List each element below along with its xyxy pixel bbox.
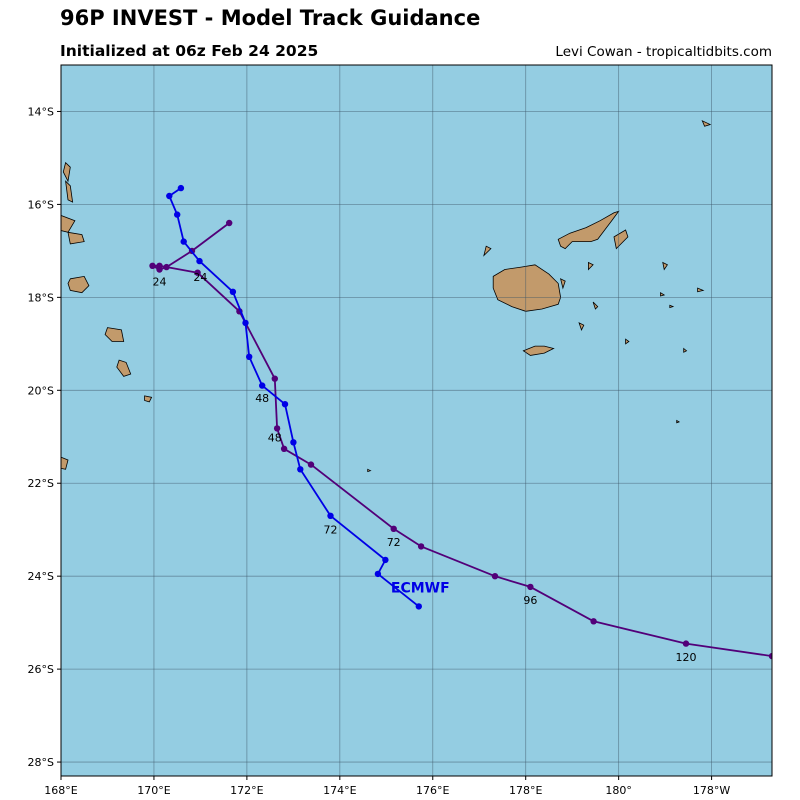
lat-tick-label: 14°S	[28, 105, 54, 118]
track-point	[166, 192, 173, 200]
land-yasawa	[483, 245, 492, 257]
track-point	[149, 262, 156, 269]
land-hunter	[367, 468, 372, 473]
forecast-hour-label: 96	[523, 594, 537, 607]
land-lau-5	[625, 338, 630, 345]
hour-labels: 24 48 72 96 120 24 48 72 ECMWF	[153, 271, 697, 664]
land-ovalau	[560, 278, 566, 290]
track-point	[307, 461, 315, 468]
credit: Levi Cowan - tropicaltidbits.com	[555, 44, 772, 60]
lat-tick-label: 26°S	[28, 663, 54, 676]
track-point	[382, 556, 389, 564]
lon-tick-label: 170°E	[137, 784, 170, 797]
land-aneityum	[144, 395, 153, 403]
track-point	[327, 512, 334, 519]
track-model-0	[149, 219, 772, 660]
forecast-hour-label: 120	[676, 651, 697, 664]
forecast-hour-label: 72	[324, 523, 338, 536]
land-ono-i-lau	[676, 419, 681, 424]
lon-tick-label: 176°E	[416, 784, 449, 797]
land-lau-2	[697, 287, 705, 293]
track-point	[177, 184, 185, 192]
track-point	[417, 543, 425, 550]
track-point	[297, 466, 304, 473]
model-label: ECMWF	[391, 580, 450, 596]
track-point	[226, 219, 233, 227]
land-loyalty-is	[61, 456, 69, 470]
forecast-hour-label: 72	[387, 536, 401, 549]
forecast-hour-label: 48	[255, 392, 269, 405]
init-time: Initialized at 06z Feb 24 2025	[60, 42, 319, 60]
lon-tick-label: 174°E	[323, 784, 356, 797]
track-point	[156, 262, 163, 269]
lat-tick-label: 22°S	[28, 477, 54, 490]
lat-tick-label: 18°S	[28, 291, 54, 304]
track-point	[273, 425, 281, 432]
land-viti-levu	[492, 264, 562, 312]
lat-tick-label: 24°S	[28, 570, 54, 583]
track-point	[242, 319, 249, 327]
land-efate	[67, 275, 90, 294]
land-layer	[0, 119, 712, 473]
track-point	[281, 401, 289, 408]
land-epi	[67, 231, 85, 245]
lat-tick-label: 20°S	[28, 384, 54, 397]
track-point	[280, 445, 288, 452]
chart-title: 96P INVEST - Model Track Guidance	[60, 6, 481, 30]
track-point	[259, 382, 266, 389]
land-rotuma	[701, 119, 712, 127]
track-layer	[149, 184, 772, 660]
track-point	[590, 618, 597, 625]
track-ecmwf	[166, 184, 422, 610]
track-point	[768, 652, 772, 660]
track-point	[491, 573, 499, 580]
axis-ticks: 168°E 170°E 172°E 174°E 176°E 178°E 180° 178°W 1…	[28, 105, 731, 797]
track-point	[180, 238, 187, 245]
track-point	[271, 375, 278, 382]
track-point	[527, 583, 534, 591]
lon-tick-label: 178°W	[693, 784, 730, 797]
lon-tick-label: 172°E	[230, 784, 263, 797]
land-erromango	[104, 327, 125, 342]
gridlines	[61, 65, 772, 776]
land-maewo	[62, 161, 71, 183]
lat-tick-label: 28°S	[28, 756, 54, 769]
lon-tick-label: 180°	[605, 784, 632, 797]
land-pentecost	[65, 180, 74, 203]
lat-tick-label: 16°S	[28, 198, 54, 211]
land-tanna	[116, 359, 132, 377]
land-koro	[588, 261, 594, 271]
track-point	[682, 640, 690, 647]
track-point	[196, 257, 203, 265]
forecast-hour-label: 24	[153, 276, 167, 289]
track-point	[390, 525, 397, 532]
land-kadavu	[522, 345, 555, 356]
land-lau-3	[660, 291, 666, 297]
forecast-hour-label: 24	[193, 271, 207, 284]
map-frame	[60, 64, 773, 777]
land-lau-6	[683, 347, 688, 353]
land-vanua-levu	[557, 210, 620, 250]
land-malekula	[61, 215, 76, 233]
lon-tick-label: 168°E	[44, 784, 77, 797]
forecast-hour-label: 48	[268, 431, 282, 444]
land-moala	[578, 322, 585, 331]
ocean	[61, 65, 772, 776]
land-lau-1	[662, 261, 668, 271]
land-taveuni	[613, 229, 629, 250]
land-lakeba	[592, 301, 599, 310]
track-point	[229, 288, 237, 295]
land-lau-4	[669, 304, 675, 309]
track-point	[290, 439, 297, 446]
track-point	[415, 603, 422, 610]
track-point	[163, 263, 170, 271]
track-point	[246, 353, 253, 360]
land-espiritu-santo	[0, 139, 29, 183]
track-point	[374, 570, 382, 578]
track-point	[194, 269, 201, 276]
lon-tick-label: 178°E	[509, 784, 542, 797]
track-point	[174, 211, 181, 218]
track-line	[168, 187, 420, 608]
